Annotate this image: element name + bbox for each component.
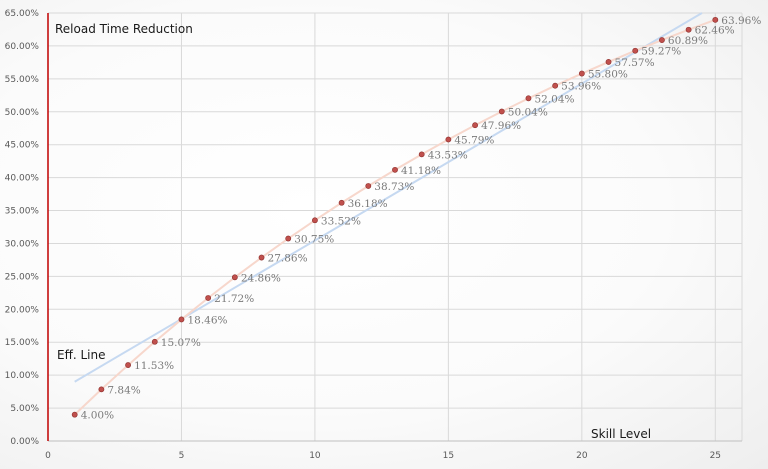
data-point bbox=[498, 108, 505, 115]
data-point bbox=[605, 59, 612, 65]
data-label: 62.46% bbox=[695, 25, 735, 37]
data-point bbox=[285, 235, 292, 242]
data-label: 11.53% bbox=[134, 360, 174, 372]
data-label: 38.73% bbox=[374, 181, 414, 193]
data-point bbox=[659, 37, 665, 43]
x-axis-ticks: 0 5 10 15 20 25 bbox=[45, 451, 721, 461]
data-label: 57.57% bbox=[615, 57, 655, 69]
data-label: 24.86% bbox=[241, 272, 281, 284]
data-label: 59.27% bbox=[641, 46, 681, 58]
data-point bbox=[178, 316, 185, 323]
data-points bbox=[71, 16, 719, 418]
data-point bbox=[205, 295, 212, 301]
data-point bbox=[552, 82, 559, 89]
x-tick-label: 5 bbox=[179, 451, 185, 461]
data-label: 27.86% bbox=[268, 253, 308, 265]
data-label: 47.96% bbox=[481, 120, 521, 132]
data-point bbox=[685, 26, 692, 33]
data-label: 41.18% bbox=[401, 165, 441, 177]
data-point bbox=[365, 183, 372, 189]
data-point bbox=[338, 199, 345, 206]
data-label: 15.07% bbox=[161, 337, 201, 349]
y-tick-label: 20.00% bbox=[5, 305, 40, 315]
data-point bbox=[258, 254, 265, 261]
data-point bbox=[125, 362, 131, 368]
y-tick-label: 10.00% bbox=[5, 371, 40, 381]
data-label: 33.52% bbox=[321, 215, 361, 227]
data-label: 7.84% bbox=[107, 384, 140, 396]
y-tick-label: 55.00% bbox=[5, 75, 40, 85]
x-tick-label: 15 bbox=[443, 451, 454, 461]
data-label: 52.04% bbox=[534, 93, 574, 105]
y-tick-label: 25.00% bbox=[5, 272, 40, 282]
y-tick-label: 0.00% bbox=[10, 437, 39, 447]
y-tick-label: 40.00% bbox=[5, 174, 40, 184]
x-tick-label: 10 bbox=[309, 451, 321, 461]
data-label: 53.96% bbox=[561, 81, 601, 93]
data-label: 55.80% bbox=[588, 69, 628, 81]
data-label: 63.96% bbox=[721, 15, 761, 27]
data-label: 50.04% bbox=[508, 107, 548, 119]
data-point bbox=[445, 136, 452, 143]
data-point bbox=[392, 166, 398, 173]
data-point bbox=[525, 95, 532, 102]
data-point bbox=[632, 47, 639, 54]
data-labels: 4.00% 7.84% 11.53% 15.07% 18.46% 21.72% 24.86%… bbox=[81, 15, 762, 422]
y-tick-label: 35.00% bbox=[5, 207, 40, 217]
data-point bbox=[312, 217, 318, 224]
data-point bbox=[71, 411, 78, 418]
chart-title: Reload Time Reduction bbox=[55, 22, 193, 36]
y-tick-label: 5.00% bbox=[10, 404, 39, 414]
y-tick-label: 50.00% bbox=[5, 108, 40, 118]
data-label: 18.46% bbox=[187, 314, 227, 326]
data-label: 4.00% bbox=[81, 410, 114, 422]
y-tick-label: 45.00% bbox=[5, 141, 40, 151]
data-label: 30.75% bbox=[294, 234, 334, 246]
data-label: 60.89% bbox=[668, 35, 708, 47]
data-label: 45.79% bbox=[454, 134, 494, 146]
data-point bbox=[712, 16, 719, 23]
data-point bbox=[151, 338, 158, 345]
y-axis-ticks: 0.00% 5.00% 10.00% 15.00% 20.00% 25.00% 30.00%… bbox=[5, 9, 40, 447]
data-label: 36.18% bbox=[348, 198, 388, 210]
y-tick-label: 30.00% bbox=[5, 239, 40, 249]
x-tick-label: 20 bbox=[576, 451, 588, 461]
data-point bbox=[578, 70, 585, 77]
data-label: 43.53% bbox=[428, 149, 468, 161]
data-point bbox=[231, 274, 238, 281]
data-point bbox=[472, 122, 478, 129]
x-tick-label: 0 bbox=[45, 451, 51, 461]
y-tick-label: 65.00% bbox=[5, 9, 40, 19]
y-tick-label: 60.00% bbox=[5, 42, 40, 52]
x-tick-label: 25 bbox=[710, 451, 721, 461]
y-tick-label: 15.00% bbox=[5, 338, 40, 348]
grid bbox=[47, 12, 743, 442]
data-point bbox=[418, 151, 425, 158]
data-point bbox=[98, 386, 105, 393]
eff-line-label: Eff. Line bbox=[57, 348, 106, 362]
data-label: 21.72% bbox=[214, 293, 254, 305]
chart-texts: Reload Time Reduction Eff. Line Skill Le… bbox=[55, 22, 651, 441]
x-axis-label: Skill Level bbox=[591, 427, 651, 441]
